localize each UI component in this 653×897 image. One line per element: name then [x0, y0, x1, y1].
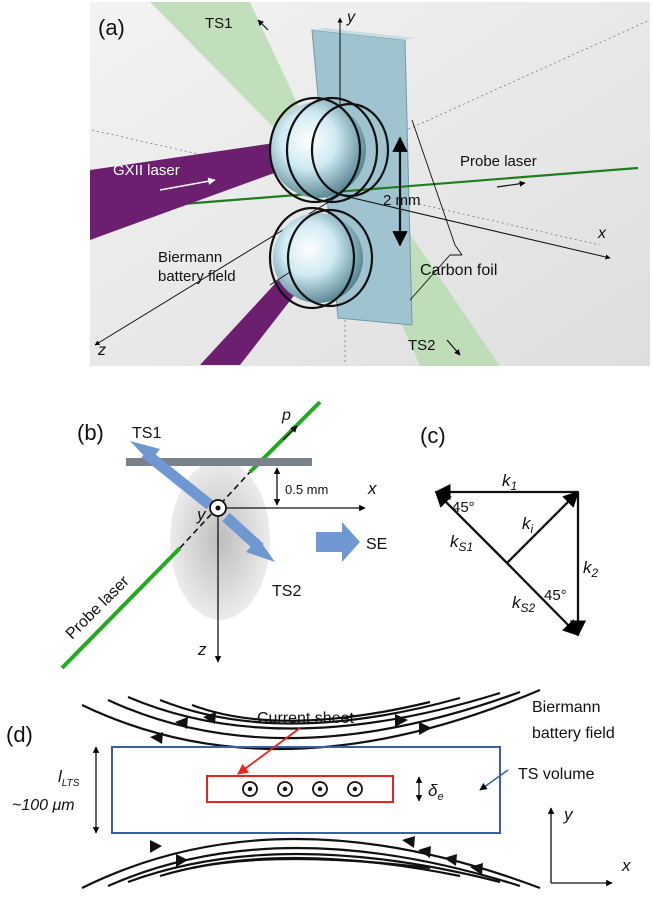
- angle-label-1: 45°: [452, 499, 475, 516]
- lower-plasma-sphere: [273, 213, 363, 303]
- probe-laser-line: [62, 548, 180, 668]
- p-label: p: [281, 407, 291, 424]
- panel-d-tag: (d): [6, 722, 33, 747]
- k2-label: k2: [583, 558, 599, 580]
- b-z-label: z: [197, 640, 207, 659]
- delta-e-label: δe: [428, 781, 444, 803]
- b-x-label: x: [367, 479, 377, 498]
- ts2-label: TS2: [408, 337, 436, 354]
- probe-laser-label: Probe laser: [460, 153, 537, 170]
- biermann-label-line2: battery field: [158, 268, 236, 285]
- ki-vector: [507, 492, 578, 563]
- panel-b-tag: (b): [77, 420, 104, 445]
- current-sheet-pointer: [238, 728, 300, 774]
- ts-volume-label: TS volume: [518, 766, 595, 783]
- panel-c: (c) k1 ki k2 kS1 kS2 45° 45°: [420, 423, 599, 635]
- z-axis-label: z: [97, 342, 106, 359]
- d-biermann-line2: battery field: [532, 725, 615, 742]
- upper-plasma-sphere: [270, 102, 366, 198]
- b-y-label: y: [196, 505, 207, 524]
- gap-label: 2 mm: [383, 192, 421, 209]
- l-lts-label: lLTS: [58, 767, 80, 789]
- carbon-foil-label: Carbon foil: [420, 262, 497, 279]
- panel-a: (a) TS1 y x z GXII laser Probe laser 2 m…: [90, 2, 650, 366]
- gxii-laser-label: GXII laser: [113, 162, 180, 179]
- biermann-label-line1: Biermann: [158, 249, 222, 266]
- panel-c-tag: (c): [420, 423, 446, 448]
- se-arrow: [316, 522, 360, 562]
- current-sheet-box: [207, 776, 393, 802]
- ks1-label: kS1: [450, 532, 473, 554]
- se-label: SE: [366, 536, 387, 553]
- k1-label: k1: [502, 471, 517, 493]
- panel-b: (b) TS1 p 0.5 mm x y z SE TS2 Probe lase…: [62, 402, 387, 668]
- panel-a-tag: (a): [98, 15, 125, 40]
- current-sheet-label: Current sheet: [257, 710, 354, 727]
- l-lts-value: ~100 μm: [12, 797, 75, 814]
- d-x-label: x: [621, 856, 631, 875]
- d-biermann-line1: Biermann: [532, 699, 600, 716]
- b-ts2-label: TS2: [272, 583, 301, 600]
- panel-d: (d) Current sheet Biermann battery field…: [6, 690, 631, 888]
- p-direction-arrow: [283, 426, 297, 440]
- b-ts1-label: TS1: [132, 425, 161, 442]
- ts1-label: TS1: [205, 15, 233, 32]
- y-out-of-page-dot: [216, 506, 221, 511]
- angle-label-2: 45°: [544, 587, 567, 604]
- distance-label: 0.5 mm: [285, 482, 328, 497]
- ki-label: ki: [522, 514, 534, 536]
- x-axis-label: x: [597, 225, 607, 242]
- ks2-label: kS2: [512, 593, 536, 615]
- d-y-label: y: [563, 805, 574, 824]
- y-axis-label: y: [346, 9, 356, 26]
- ts-volume-pointer: [480, 770, 508, 790]
